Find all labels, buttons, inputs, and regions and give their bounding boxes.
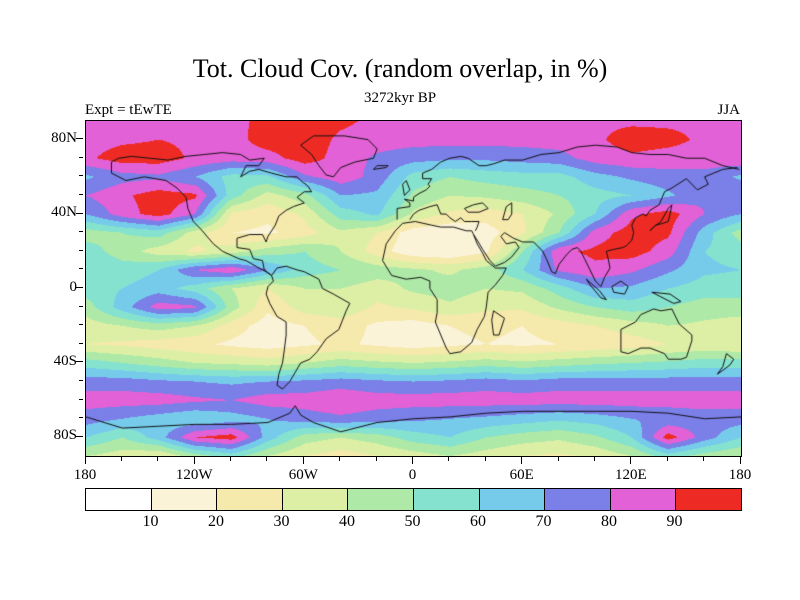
colorbar-cell bbox=[479, 489, 546, 510]
axis-tick bbox=[76, 138, 83, 140]
colorbar-cell bbox=[545, 489, 611, 510]
season-label: JJA bbox=[717, 102, 740, 118]
colorbar-cell bbox=[676, 489, 741, 510]
axis-tick bbox=[76, 287, 83, 288]
axis-tick bbox=[630, 457, 632, 464]
axis-tick bbox=[79, 324, 83, 326]
lon-tick-label: 60W bbox=[288, 467, 318, 483]
colorbar-tick-label: 70 bbox=[535, 513, 552, 530]
colorbar-tick-label: 40 bbox=[339, 513, 355, 530]
cloud-cover-heatmap bbox=[86, 121, 741, 456]
colorbar-cell bbox=[348, 489, 414, 510]
axis-tick bbox=[79, 249, 83, 251]
axis-tick bbox=[448, 457, 450, 461]
axis-tick bbox=[76, 212, 83, 214]
lat-tick-label: 0 bbox=[69, 278, 78, 295]
lat-tick-label: 40S bbox=[53, 352, 77, 369]
experiment-label: Expt = tEwTE bbox=[85, 102, 172, 118]
lon-tick-label: 120E bbox=[614, 467, 647, 483]
axis-tick bbox=[79, 156, 83, 158]
colorbar-tick-label: 60 bbox=[470, 513, 486, 530]
axis-tick bbox=[375, 457, 377, 461]
axis-tick bbox=[412, 457, 413, 464]
colorbar-cell bbox=[217, 489, 283, 510]
axis-tick bbox=[339, 457, 341, 461]
colorbar-tick-label: 50 bbox=[404, 513, 421, 530]
map-plot-frame bbox=[85, 120, 742, 457]
colorbar-cell bbox=[151, 489, 218, 510]
axis-tick bbox=[739, 457, 741, 464]
axis-tick bbox=[666, 457, 668, 461]
lon-tick-label: 180 bbox=[728, 467, 752, 483]
axis-tick bbox=[120, 457, 122, 461]
lat-tick-label: 80N bbox=[51, 129, 77, 146]
axis-tick bbox=[484, 457, 486, 461]
lon-tick-label: 120W bbox=[175, 467, 213, 483]
axis-tick bbox=[84, 457, 86, 464]
axis-tick bbox=[79, 342, 83, 344]
colorbar-tick-label: 20 bbox=[208, 513, 224, 530]
axis-tick bbox=[230, 457, 232, 461]
chart-subtitle: 3272kyr BP bbox=[363, 90, 437, 106]
axis-tick bbox=[157, 457, 159, 461]
colorbar-tick-label: 80 bbox=[601, 513, 617, 530]
axis-tick bbox=[557, 457, 559, 461]
axis-tick bbox=[76, 361, 83, 363]
axis-tick bbox=[593, 457, 595, 461]
colorbar-cell bbox=[413, 489, 480, 510]
lon-tick-label: 0 bbox=[408, 467, 417, 483]
axis-tick bbox=[79, 268, 83, 270]
axis-tick bbox=[79, 231, 83, 233]
axis-tick bbox=[266, 457, 268, 461]
colorbar-cell bbox=[610, 489, 677, 510]
colorbar-cell bbox=[282, 489, 349, 510]
axis-tick bbox=[76, 435, 83, 437]
axis-tick bbox=[79, 417, 83, 419]
colorbar-cell bbox=[86, 489, 152, 510]
lon-tick-label: 60E bbox=[509, 467, 534, 483]
axis-tick bbox=[79, 398, 83, 400]
axis-tick bbox=[79, 193, 83, 195]
axis-tick bbox=[79, 380, 83, 382]
axis-tick bbox=[703, 457, 705, 461]
colorbar-tick-label: 90 bbox=[666, 513, 683, 530]
lat-tick-label: 40N bbox=[51, 204, 77, 221]
chart-title: Tot. Cloud Cov. (random overlap, in %) bbox=[192, 54, 608, 83]
lat-tick-label: 80S bbox=[53, 427, 77, 444]
axis-tick bbox=[79, 305, 83, 307]
colorbar-tick-label: 10 bbox=[142, 513, 159, 530]
colorbar bbox=[85, 488, 742, 511]
lon-tick-label: 180 bbox=[73, 467, 97, 483]
axis-tick bbox=[193, 457, 195, 464]
colorbar-tick-label: 30 bbox=[273, 513, 290, 530]
axis-tick bbox=[521, 457, 523, 464]
axis-tick bbox=[302, 457, 304, 464]
axis-tick bbox=[79, 175, 83, 177]
